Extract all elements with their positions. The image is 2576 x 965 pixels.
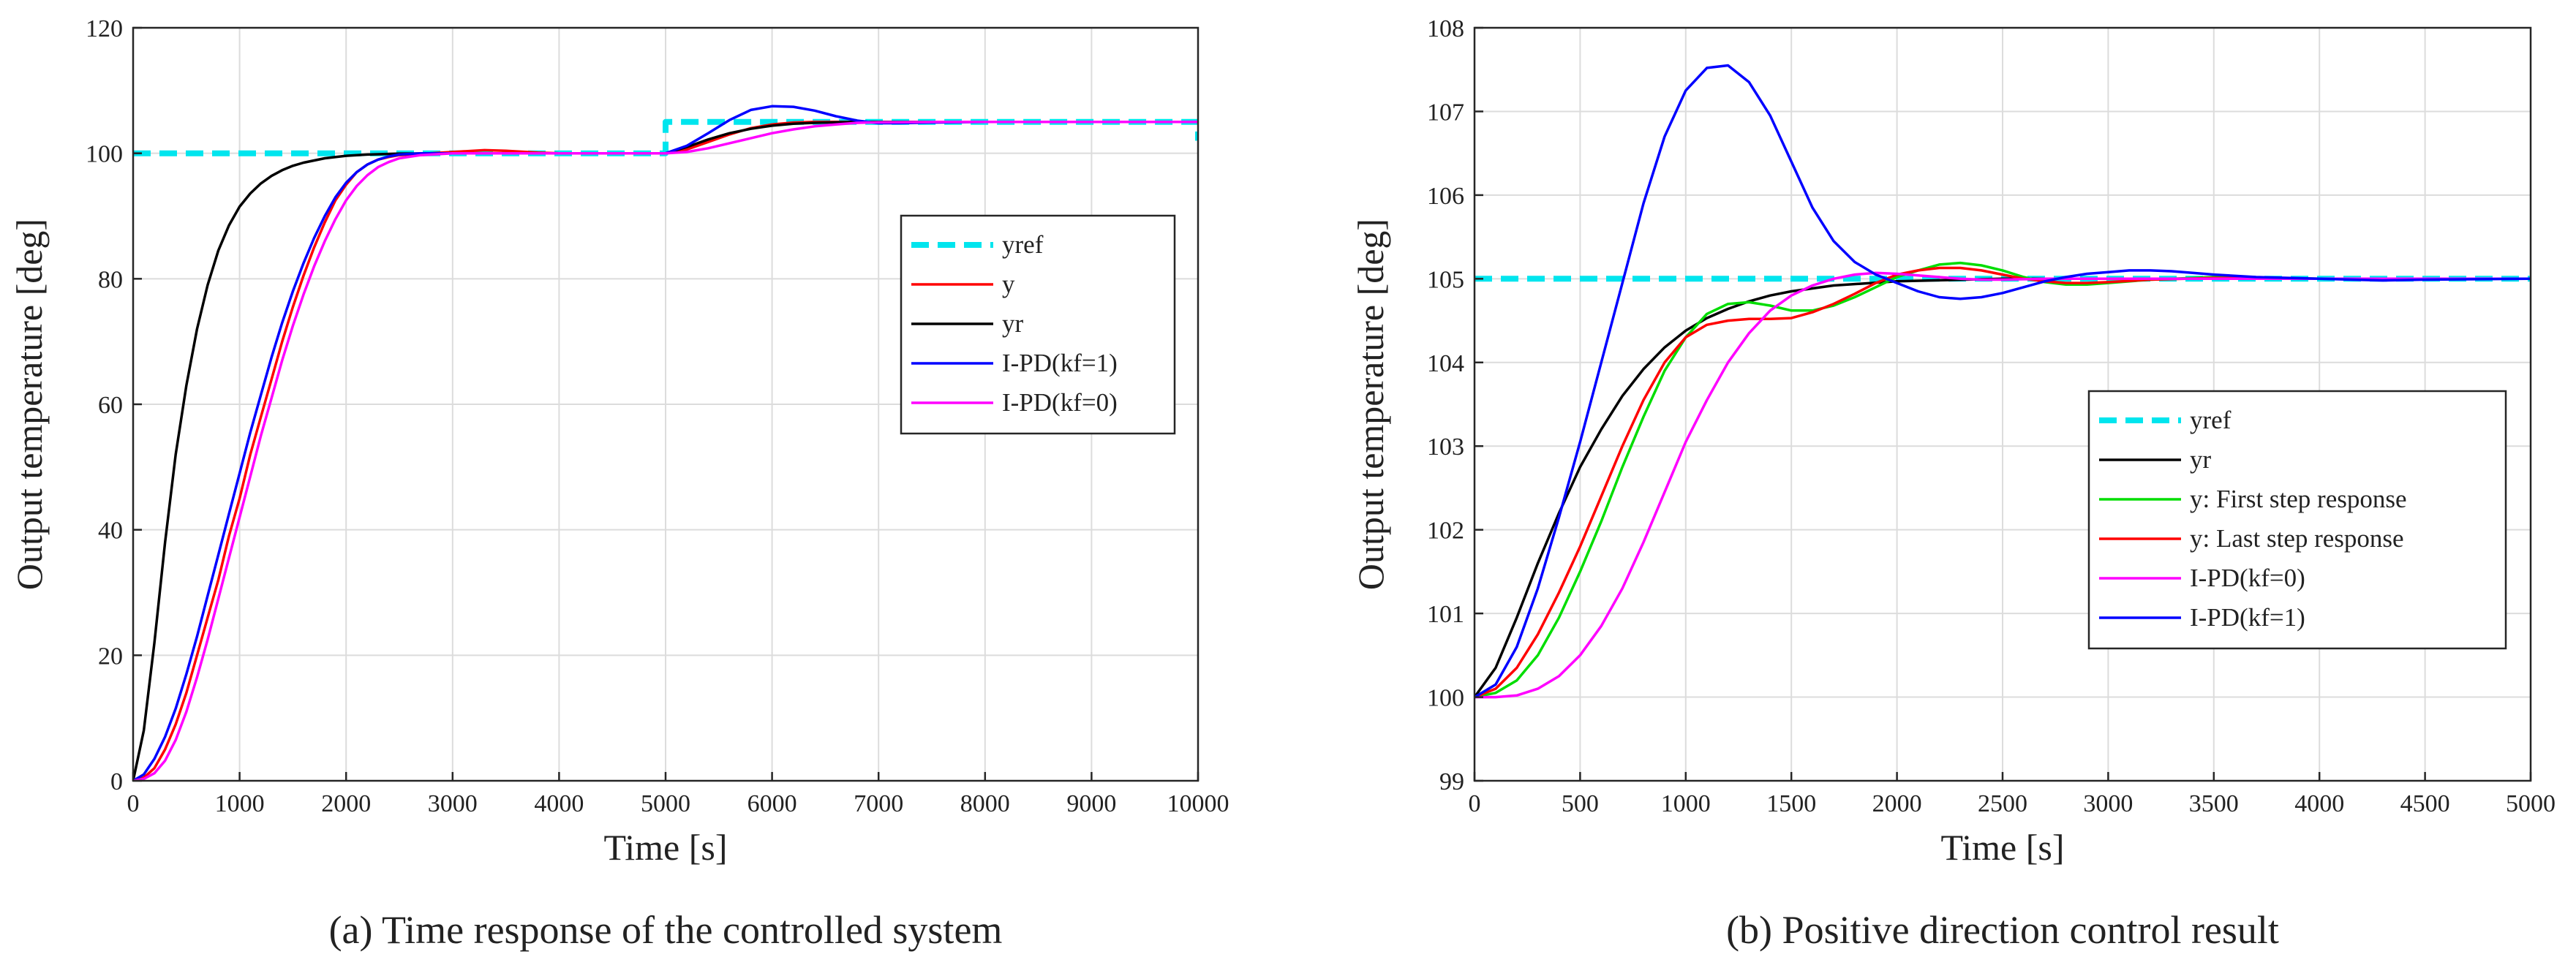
legend-label-yref: yref <box>1002 230 1044 259</box>
y-axis-label: Output temperature [deg] <box>9 219 50 590</box>
legend-label-yr: yr <box>2190 445 2212 474</box>
y-tick-label: 101 <box>1427 601 1464 628</box>
y-axis-label: Output temperature [deg] <box>1350 219 1391 590</box>
x-tick-label: 4000 <box>2294 790 2344 817</box>
chart-a: 0 1000 2000 3000 4000 5000 6000 7000 8000 9000 100… <box>9 15 1229 952</box>
x-tick-label: 9000 <box>1066 790 1116 817</box>
x-tick-label: 3000 <box>2083 790 2133 817</box>
y-tick-label: 60 <box>98 392 123 419</box>
x-tick-label: 1500 <box>1766 790 1816 817</box>
y-tick-label: 120 <box>86 15 123 42</box>
x-tick-label: 8000 <box>960 790 1010 817</box>
x-tick-label: 1000 <box>215 790 265 817</box>
series-line-yr <box>133 121 1198 781</box>
y-tick-label: 102 <box>1427 518 1464 545</box>
y-tick-label: 99 <box>1439 768 1464 795</box>
legend-box <box>2087 390 2507 650</box>
y-tick-label: 106 <box>1427 183 1464 210</box>
series-group <box>133 105 1198 781</box>
x-tick-label: 2000 <box>1872 790 1922 817</box>
series-line-i-pd-kf-0 <box>133 121 1198 781</box>
x-axis-label: Time [s] <box>1940 827 2064 868</box>
x-tick-label: 10000 <box>1167 790 1229 817</box>
y-tick-label: 0 <box>110 768 123 795</box>
x-axis-label: Time [s] <box>603 827 727 868</box>
x-tick-label: 4500 <box>2400 790 2450 817</box>
x-tick-label: 1000 <box>1661 790 1711 817</box>
y-tick-label: 107 <box>1427 99 1464 126</box>
y-tick-label: 108 <box>1427 15 1464 42</box>
x-tick-label: 3000 <box>428 790 478 817</box>
legend-label-i-pd-kf-1: I-PD(kf=1) <box>2190 603 2305 632</box>
x-tick-label: 2000 <box>321 790 371 817</box>
figure-caption: (a) Time response of the controlled syst… <box>329 908 1003 952</box>
x-tick-label: 4000 <box>534 790 584 817</box>
legend-label-i-pd-kf-0: I-PD(kf=0) <box>1002 388 1118 417</box>
x-tick-label: 2500 <box>1978 790 2027 817</box>
x-tick-label: 0 <box>127 790 140 817</box>
x-tick-label: 5000 <box>641 790 690 817</box>
x-tick-label: 500 <box>1562 790 1599 817</box>
legend-label-i-pd-kf-1: I-PD(kf=1) <box>1002 349 1118 377</box>
x-tick-label: 0 <box>1469 790 1481 817</box>
x-tick-label: 3500 <box>2189 790 2239 817</box>
legend-label-y-first-step-response: y: First step response <box>2190 485 2407 513</box>
y-tick-label: 40 <box>98 518 123 545</box>
series-line-i-pd-kf-0 <box>1475 271 2531 699</box>
y-tick-label: 104 <box>1427 350 1464 377</box>
y-tick-label: 105 <box>1427 266 1464 293</box>
series-line-y-first-step-response <box>1475 261 2531 699</box>
x-tick-label: 6000 <box>747 790 797 817</box>
legend: yref yr y: First step response y: Last step… <box>2087 390 2507 650</box>
legend: yref y yr I-PD(kf=1) I-PD(kf=0) <box>900 214 1176 435</box>
y-tick-label: 100 <box>1427 685 1464 712</box>
series-group <box>1475 64 2531 699</box>
chart-b: 0 500 1000 1500 2000 2500 3000 3500 4000 4500 5000… <box>1350 15 2556 952</box>
y-tick-label: 100 <box>86 141 123 168</box>
legend-label-y: y <box>1002 270 1015 298</box>
series-line-y-last-step-response <box>1475 266 2531 699</box>
y-tick-label: 80 <box>98 266 123 293</box>
legend-label-yr: yr <box>1002 309 1024 338</box>
legend-label-i-pd-kf-0: I-PD(kf=0) <box>2190 564 2305 592</box>
figure-caption: (b) Positive direction control result <box>1726 908 2279 952</box>
x-tick-label: 7000 <box>854 790 903 817</box>
series-line-i-pd-kf-1 <box>133 105 1198 781</box>
legend-label-yref: yref <box>2190 406 2232 434</box>
x-tick-label: 5000 <box>2506 790 2556 817</box>
y-tick-label: 20 <box>98 643 123 670</box>
series-line-i-pd-kf-1 <box>1475 64 2531 699</box>
legend-label-y-last-step-response: y: Last step response <box>2190 524 2404 553</box>
y-tick-label: 103 <box>1427 434 1464 461</box>
